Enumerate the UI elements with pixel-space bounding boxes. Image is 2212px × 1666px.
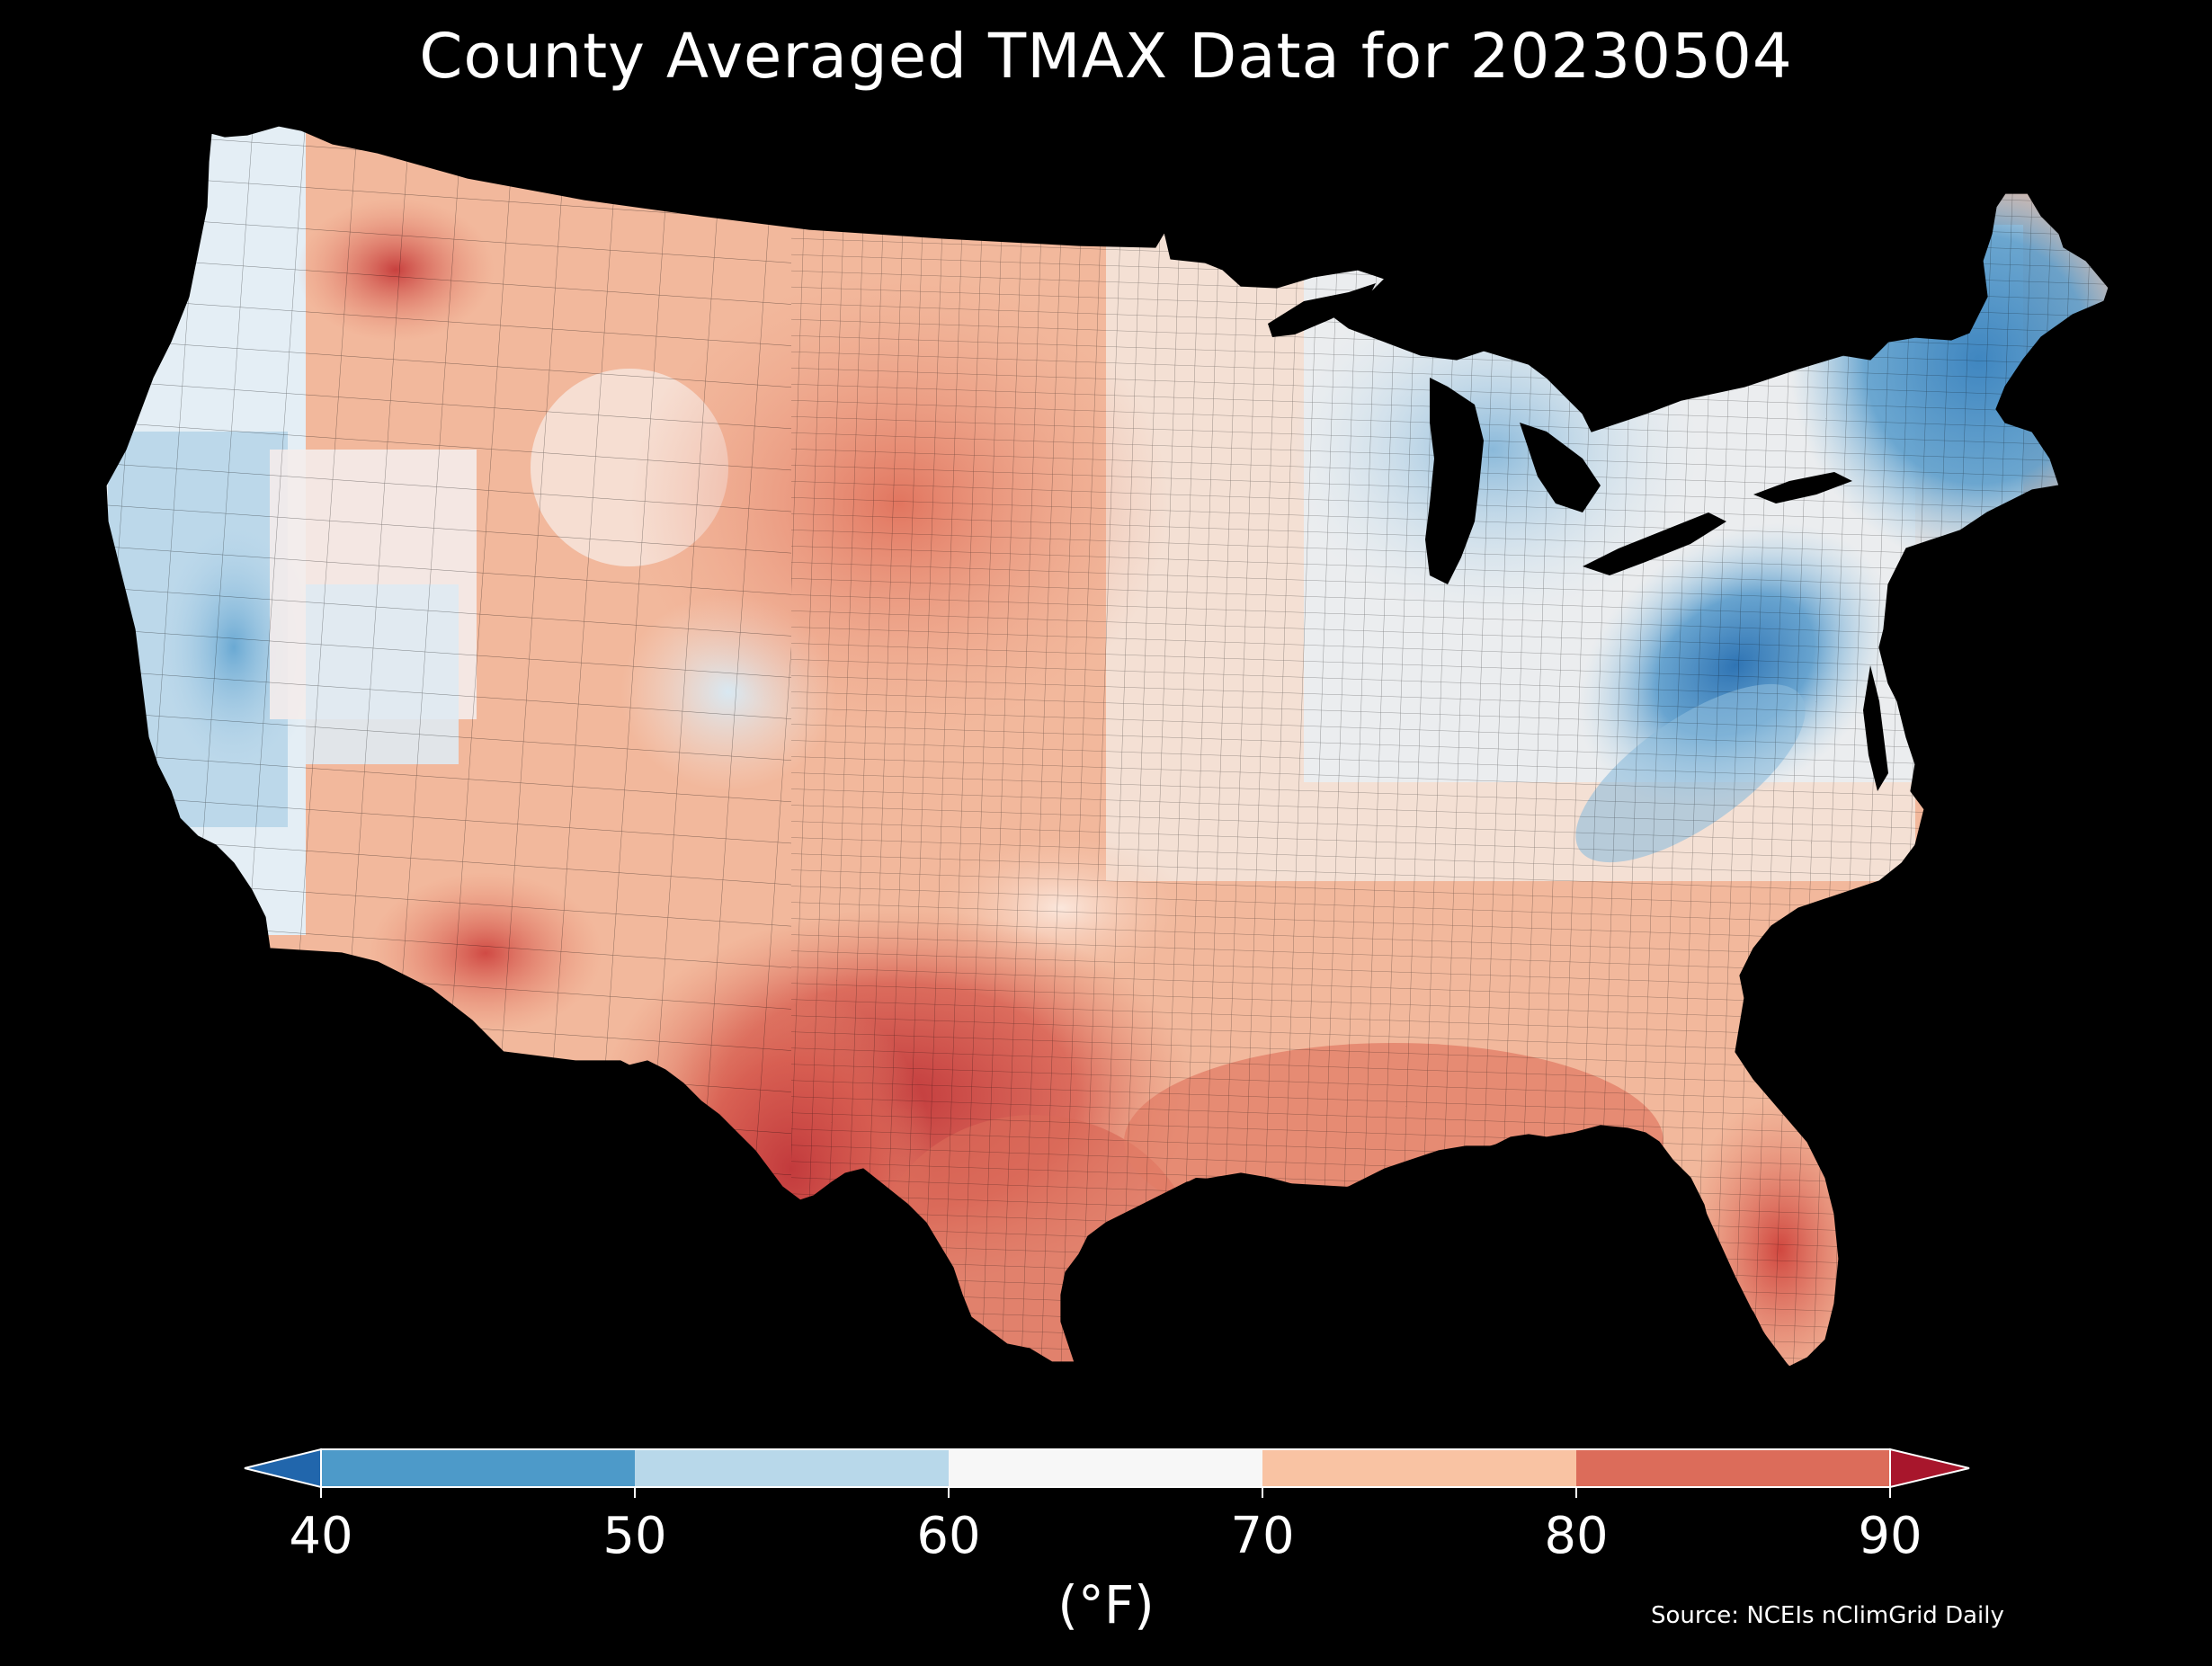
colorbar-extend-high <box>1889 1448 1970 1489</box>
colorbar-tick-label: 70 <box>1230 1507 1295 1565</box>
lake-michigan <box>1425 378 1484 584</box>
lake-huron <box>1520 423 1601 512</box>
colorbar-unit-label: (°F) <box>1057 1574 1155 1635</box>
colorbar-tick-label: 50 <box>602 1507 667 1565</box>
colorbar-tick-label: 60 <box>916 1507 981 1565</box>
colorbar-extend-low <box>244 1448 322 1489</box>
colorbar-bin-40-50 <box>321 1449 635 1487</box>
colorbar-frame <box>320 1448 1891 1488</box>
lake-ontario <box>1753 472 1852 503</box>
colorbar-ticks <box>320 1487 1891 1498</box>
colorbar-tick-label: 90 <box>1858 1507 1922 1565</box>
lake-erie <box>1583 512 1726 575</box>
chesapeake-bay <box>1863 665 1888 791</box>
great-lakes <box>1268 283 1888 791</box>
choropleth-map <box>105 125 2109 1403</box>
us-county-map-svg <box>105 125 2109 1403</box>
colorbar-bin-60-70 <box>949 1449 1262 1487</box>
colorbar-bin-50-60 <box>635 1449 949 1487</box>
source-credit: Source: NCEIs nClimGrid Daily <box>1651 1602 2004 1629</box>
gulf-of-mexico <box>1043 1135 1789 1403</box>
us-outline <box>105 125 2109 1368</box>
colorbar <box>244 1448 1970 1498</box>
lake-superior <box>1268 283 1376 337</box>
colorbar-tick-label: 80 <box>1544 1507 1609 1565</box>
colorbar-tick-label: 40 <box>289 1507 353 1565</box>
colorbar-bin-70-80 <box>1262 1449 1576 1487</box>
colorbar-bin-80-90 <box>1576 1449 1890 1487</box>
temperature-field <box>106 126 2109 1367</box>
map-title: County Averaged TMAX Data for 20230504 <box>419 21 1793 93</box>
